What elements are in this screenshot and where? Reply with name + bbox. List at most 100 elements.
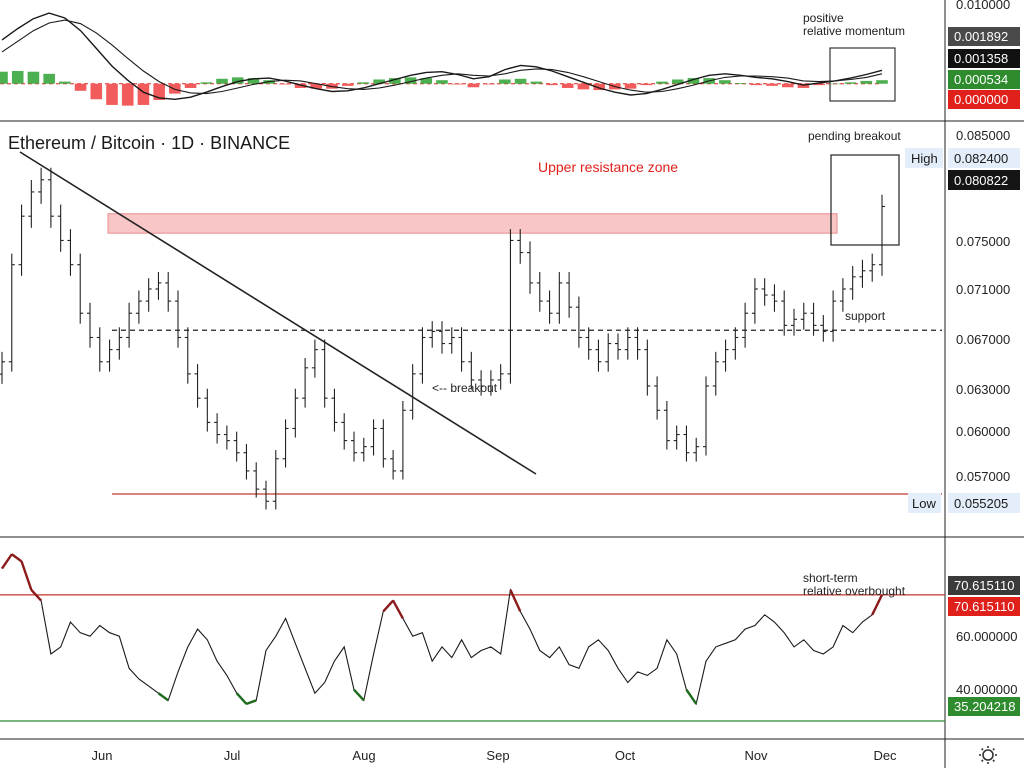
ohlc-bar xyxy=(409,364,416,420)
ohlc-bar xyxy=(282,419,289,468)
momentum-histogram-bar xyxy=(200,82,213,84)
rsi-extreme-segment xyxy=(235,692,248,705)
momentum-histogram-bar xyxy=(420,78,433,84)
breakout-label: <-- breakout xyxy=(432,381,498,395)
ohlc-bar xyxy=(869,253,876,282)
low-value-bg xyxy=(948,493,1020,513)
pending-breakout-box xyxy=(830,154,900,246)
rsi-extreme-segment xyxy=(11,553,23,563)
rsi-extreme-segment xyxy=(392,600,404,619)
rsi-extreme-segment xyxy=(1,553,13,570)
ohlc-bar xyxy=(390,450,397,480)
ohlc-bar xyxy=(624,327,631,360)
x-tick-label: Oct xyxy=(615,748,636,763)
momentum-histogram-bar xyxy=(451,83,464,85)
rsi-extreme-segment xyxy=(353,688,365,702)
rsi-tick-label: 60.000000 xyxy=(956,629,1017,644)
momentum-value-label: 0.001892 xyxy=(954,29,1008,44)
momentum-histogram-bar xyxy=(11,71,24,84)
momentum-histogram-bar xyxy=(829,83,841,85)
ohlc-bar xyxy=(77,253,84,324)
momentum-value-badge xyxy=(948,49,1020,68)
ohlc-bar xyxy=(155,272,162,300)
ohlc-bar xyxy=(47,167,54,228)
momentum-histogram-bar xyxy=(74,83,87,91)
high-value-bg xyxy=(948,148,1020,168)
ohlc-bar xyxy=(654,376,661,420)
ohlc-bar xyxy=(830,290,837,342)
ohlc-bar xyxy=(849,265,856,300)
ohlc-bar xyxy=(566,272,573,318)
ohlc-bar xyxy=(761,278,768,306)
price-tick-label: 0.063000 xyxy=(956,382,1010,397)
momentum-histogram-bar xyxy=(0,71,8,84)
resistance-zone-label: Upper resistance zone xyxy=(538,159,678,175)
momentum-histogram-bar xyxy=(797,83,810,88)
momentum-histogram-bar xyxy=(294,83,307,88)
ohlc-bar xyxy=(302,357,309,408)
ohlc-bar xyxy=(712,351,719,396)
ohlc-bar xyxy=(292,388,299,438)
rsi-extreme-segment xyxy=(871,594,884,616)
ohlc-bar xyxy=(478,370,485,396)
ohlc-bar xyxy=(28,179,35,228)
ohlc-bar xyxy=(57,204,64,252)
ohlc-bar xyxy=(751,278,758,324)
momentum-value-badge xyxy=(948,90,1020,109)
settings-sun-icon[interactable] xyxy=(979,746,997,764)
momentum-histogram-bar xyxy=(514,78,527,84)
ohlc-bar xyxy=(145,278,152,312)
low-value: 0.055205 xyxy=(954,496,1008,511)
ohlc-bar xyxy=(18,204,25,276)
ohlc-bar xyxy=(194,364,201,408)
ohlc-bar xyxy=(644,339,651,396)
ohlc-bar xyxy=(126,302,133,348)
ohlc-bar xyxy=(8,253,15,372)
ohlc-bar xyxy=(487,370,494,396)
ohlc-bar xyxy=(556,272,563,324)
low-label: Low xyxy=(912,496,936,511)
momentum-histogram-bar xyxy=(153,83,165,100)
rsi-extreme-segment xyxy=(20,560,33,591)
ohlc-bar xyxy=(38,167,45,204)
price-tick-label: 0.071000 xyxy=(956,282,1010,297)
ohlc-bar xyxy=(214,413,221,444)
momentum-value-badge xyxy=(948,70,1020,89)
ohlc-bar xyxy=(810,302,817,336)
momentum-histogram-bar xyxy=(750,83,763,86)
ohlc-bar xyxy=(448,327,455,354)
price-tick-label: 0.060000 xyxy=(956,424,1010,439)
ohlc-bar xyxy=(370,419,377,456)
ohlc-bar xyxy=(732,327,739,360)
rsi-extreme-segment xyxy=(157,692,169,702)
momentum-line-1 xyxy=(1,12,883,101)
momentum-histogram-bar xyxy=(687,78,700,84)
pending-breakout-label: pending breakout xyxy=(808,129,901,143)
rsi-line xyxy=(1,553,883,706)
momentum-histogram-bar xyxy=(593,83,605,91)
ohlc-bar xyxy=(360,437,367,462)
ohlc-bar xyxy=(106,339,113,372)
ohlc-bar xyxy=(615,333,621,360)
momentum-value-label: 0.000000 xyxy=(954,92,1008,107)
last-value: 0.080822 xyxy=(954,173,1008,188)
rsi-tick-label: 40.000000 xyxy=(956,682,1017,697)
rsi-value-badge xyxy=(948,597,1020,616)
momentum-histogram-bar xyxy=(719,80,731,84)
momentum-histogram-bar xyxy=(766,83,778,86)
downtrend-line xyxy=(19,151,537,475)
momentum-value-label: 0.001358 xyxy=(954,51,1008,66)
ohlc-bar xyxy=(546,290,553,324)
price-tick-label: 0.085000 xyxy=(956,128,1010,143)
chart-title: Ethereum / Bitcoin · 1D · BINANCE xyxy=(8,133,290,153)
momentum-histogram-bar xyxy=(247,78,260,84)
momentum-histogram-bar xyxy=(121,83,134,106)
rsi-extreme-segment xyxy=(382,599,394,613)
ohlc-bar xyxy=(87,302,93,348)
momentum-histogram-bar xyxy=(137,83,150,105)
low-label-bg xyxy=(908,493,941,513)
x-tick-label: Sep xyxy=(486,748,509,763)
